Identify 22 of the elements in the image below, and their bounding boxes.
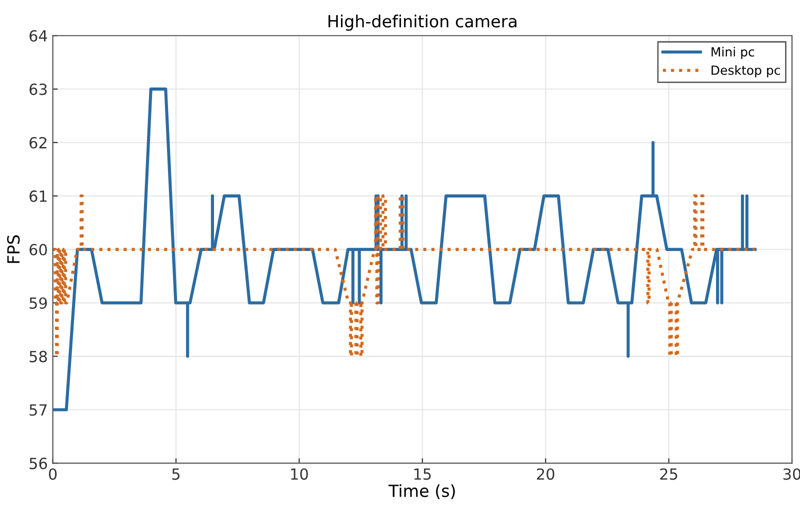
y-tick-label: 60 (30, 244, 47, 256)
line-series (52, 194, 757, 358)
y-tick-label: 59 (30, 297, 47, 309)
x-tick-label: 20 (537, 468, 554, 480)
line-series (52, 88, 757, 412)
legend-label: Mini pc (712, 46, 754, 59)
legend-label: Desktop pc (712, 65, 780, 78)
y-tick-label: 61 (30, 190, 47, 202)
x-tick-label: 10 (291, 468, 308, 480)
y-tick-label: 63 (30, 84, 47, 96)
y-tick-label: 57 (30, 404, 47, 416)
x-tick-label: 0 (48, 468, 57, 480)
y-tick-label: 56 (30, 458, 47, 470)
chart-title: High-definition camera (328, 14, 516, 31)
y-tick-label: 64 (30, 30, 48, 42)
y-tick-label: 58 (30, 350, 47, 362)
y-axis-title: FPS (7, 235, 20, 263)
x-axis-title: Time (s) (388, 484, 455, 500)
x-tick-label: 15 (414, 468, 431, 480)
x-tick-label: 25 (660, 468, 678, 480)
x-tick-label: 5 (172, 468, 180, 480)
y-tick-label: 62 (30, 136, 46, 149)
